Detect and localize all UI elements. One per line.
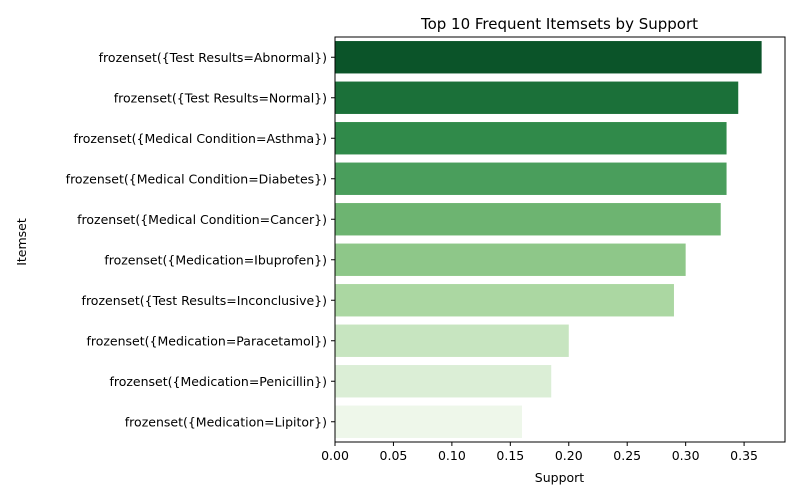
y-tick-label: frozenset({Test Results=Inconclusive}) xyxy=(82,293,327,308)
chart-title: Top 10 Frequent Itemsets by Support xyxy=(420,15,698,33)
x-tick-label: 0.20 xyxy=(555,448,583,463)
x-tick-label: 0.10 xyxy=(438,448,466,463)
y-tick-label: frozenset({Medical Condition=Diabetes}) xyxy=(66,171,327,186)
x-tick-label: 0.00 xyxy=(321,448,349,463)
x-tick-label: 0.25 xyxy=(613,448,641,463)
y-axis-label: Itemset xyxy=(14,218,29,266)
y-tick-label: frozenset({Medication=Ibuprofen}) xyxy=(104,252,327,267)
bar xyxy=(335,81,739,114)
x-tick-label: 0.30 xyxy=(672,448,700,463)
x-tick-label: 0.05 xyxy=(380,448,408,463)
y-tick-label: frozenset({Test Results=Normal}) xyxy=(114,90,327,105)
x-axis-label: Support xyxy=(535,470,585,485)
x-tick-label: 0.35 xyxy=(730,448,758,463)
bar xyxy=(335,243,686,276)
bar xyxy=(335,162,727,195)
bar xyxy=(335,365,552,398)
y-axis: frozenset({Test Results=Abnormal}) frozen… xyxy=(66,50,335,429)
y-tick-label: frozenset({Medication=Lipitor}) xyxy=(125,414,327,429)
x-tick-label: 0.15 xyxy=(496,448,524,463)
plot-frame xyxy=(334,36,786,443)
y-tick-label: frozenset({Medical Condition=Cancer}) xyxy=(77,212,327,227)
y-tick-label: frozenset({Test Results=Abnormal}) xyxy=(99,50,327,65)
bar xyxy=(335,284,674,317)
bar xyxy=(335,41,762,74)
x-axis: 0.00 0.05 0.10 0.15 0.20 0.25 0.30 0.35 xyxy=(321,442,758,463)
y-tick-label: frozenset({Medication=Paracetamol}) xyxy=(86,333,327,348)
bar xyxy=(335,324,569,357)
bar xyxy=(335,122,727,155)
bars-layer xyxy=(335,41,762,438)
y-tick-label: frozenset({Medication=Penicillin}) xyxy=(109,374,327,389)
y-tick-label: frozenset({Medical Condition=Asthma}) xyxy=(73,131,327,146)
bar xyxy=(335,405,523,438)
bar xyxy=(335,203,721,236)
